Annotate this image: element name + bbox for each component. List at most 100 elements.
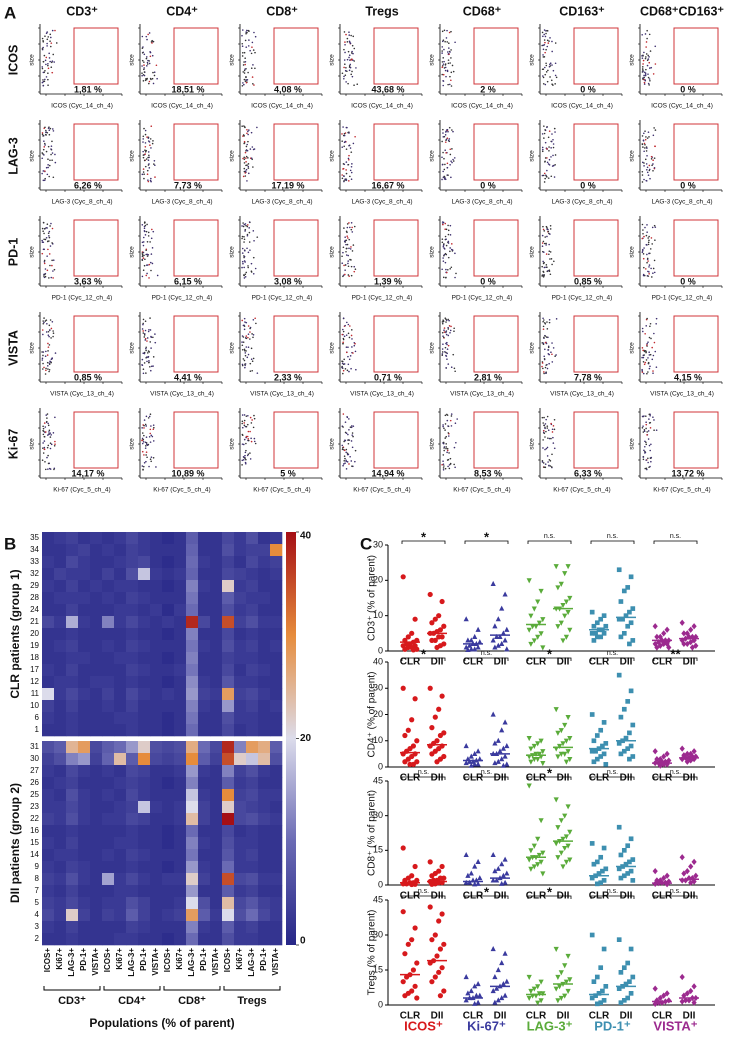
y-axis-label: size (529, 54, 536, 66)
data-point (491, 712, 496, 717)
heatmap-cell (138, 544, 150, 556)
cell-dot (644, 71, 646, 73)
gate-percent: 1,39 % (374, 276, 402, 286)
cell-dot (643, 258, 645, 260)
cell-dot (445, 443, 447, 445)
data-point (555, 585, 560, 590)
cell-dot (49, 369, 51, 371)
row-label: 17 (30, 665, 39, 674)
cell-dot (443, 158, 445, 160)
cell-dot (650, 457, 652, 459)
gate-percent: 0 % (480, 180, 496, 190)
row-label: 24 (30, 605, 39, 614)
cell-dot (244, 57, 246, 59)
cell-dot (343, 370, 345, 372)
cell-dot (346, 352, 348, 354)
cell-dot (151, 253, 153, 255)
row-label: VISTA (6, 330, 20, 366)
column-label: PD-1+ (259, 948, 268, 971)
heatmap-cell (174, 688, 186, 700)
cell-dot (47, 63, 49, 65)
heatmap-cell (78, 813, 90, 825)
heatmap-cell (150, 652, 162, 664)
heatmap-cell (42, 801, 54, 813)
cell-dot (244, 363, 246, 365)
cell-dot (346, 248, 348, 250)
heatmap-cell (234, 700, 246, 712)
cell-dot (551, 41, 553, 43)
cell-dot (647, 260, 649, 262)
cell-dot (642, 427, 644, 429)
cell-dot (47, 423, 49, 425)
cell-dot (46, 76, 48, 78)
data-point (603, 984, 608, 989)
cell-dot (443, 247, 445, 249)
cell-dot (648, 236, 650, 238)
cell-dot (651, 243, 653, 245)
cell-dot (648, 466, 650, 468)
gate-percent: 6,33 % (574, 468, 602, 478)
cell-dot (244, 127, 246, 129)
cell-dot (350, 35, 352, 37)
cell-dot (349, 325, 351, 327)
heatmap-cell (162, 837, 174, 849)
cell-dot (541, 266, 543, 268)
data-point (532, 844, 537, 849)
cell-dot (643, 267, 645, 269)
marker-label: ICOS⁺ (404, 1018, 443, 1033)
heatmap-cell (150, 801, 162, 813)
heatmap-cell (234, 616, 246, 628)
cell-dot (253, 319, 255, 321)
cell-dot (453, 327, 455, 329)
cell-dot (249, 328, 251, 330)
heatmap-cell (258, 897, 270, 909)
cell-dot (445, 253, 447, 255)
heatmap-cell (114, 580, 126, 592)
significance-label: * (421, 646, 427, 661)
heatmap-cell (174, 712, 186, 724)
heatmap-cell (90, 921, 102, 933)
heatmap-cell (222, 873, 234, 885)
heatmap-cell (246, 688, 258, 700)
data-point (592, 979, 597, 984)
cell-dot (47, 158, 49, 160)
heatmap-cell (42, 765, 54, 777)
cell-dot (47, 79, 49, 81)
heatmap-cell (186, 825, 198, 837)
significance-label: n.s. (670, 533, 681, 540)
heatmap-cell (210, 592, 222, 604)
cell-dot (348, 31, 350, 33)
data-point (653, 623, 658, 629)
cell-dot (555, 62, 557, 64)
cell-dot (341, 133, 343, 135)
data-point (595, 1001, 600, 1006)
heatmap-cell (138, 813, 150, 825)
y-axis-label: size (129, 54, 136, 66)
gate-percent: 0,85 % (574, 276, 602, 286)
data-point (559, 970, 564, 975)
heatmap-cell (126, 777, 138, 789)
cell-dot (143, 128, 145, 130)
heatmap-cell (66, 933, 78, 945)
cell-dot (450, 458, 452, 460)
data-point (436, 707, 441, 712)
column-label: PD-1+ (199, 948, 208, 971)
cell-dot (646, 38, 648, 40)
cell-dot (351, 231, 353, 233)
cell-dot (154, 71, 156, 73)
heatmap-cell (54, 700, 66, 712)
cell-dot (348, 371, 350, 373)
cell-dot (148, 331, 150, 333)
cell-dot (448, 47, 450, 49)
cell-dot (343, 441, 345, 443)
cell-dot (551, 466, 553, 468)
data-point (532, 607, 537, 612)
cell-dot (648, 136, 650, 138)
cell-dot (341, 140, 343, 142)
cell-dot (443, 63, 445, 65)
cell-dot (150, 329, 152, 331)
gate-percent: 13,72 % (671, 468, 704, 478)
cell-dot (543, 251, 545, 253)
cell-dot (546, 126, 548, 128)
cell-dot (149, 63, 151, 65)
